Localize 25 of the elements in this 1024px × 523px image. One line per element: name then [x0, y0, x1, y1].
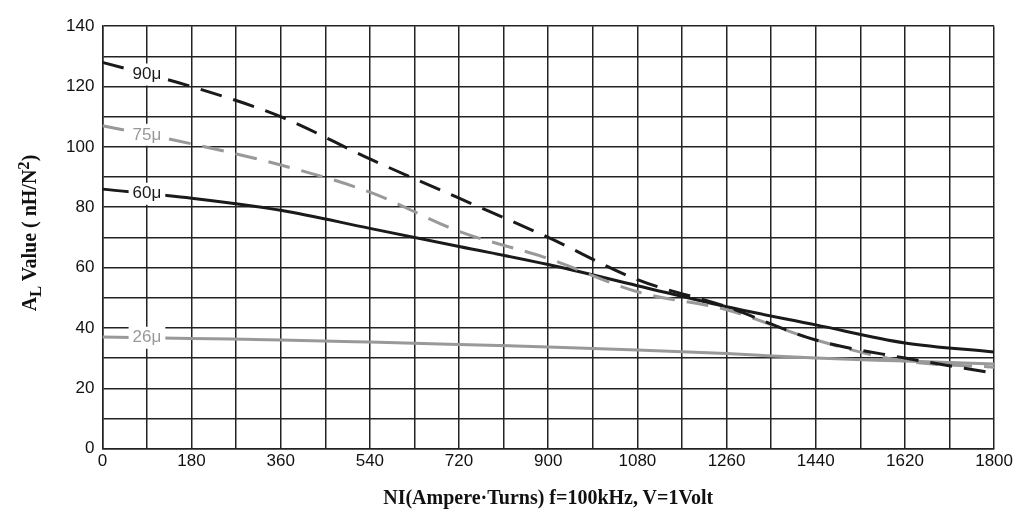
y-tick-label: 80 [75, 196, 95, 216]
x-tick-label: 1800 [975, 451, 1013, 471]
x-tick-label: 0 [97, 451, 108, 471]
x-axis-title: NI(Ampere·Turns) f=100kHz, V=1Volt [383, 486, 714, 510]
line-series [102, 124, 995, 369]
series-label: 60μ [132, 183, 162, 203]
y-tick-label: 100 [65, 136, 95, 156]
x-tick-label: 720 [444, 451, 474, 471]
series-label: 75μ [132, 124, 162, 144]
x-tick-label: 1080 [618, 451, 657, 471]
y-tick-label: 20 [75, 377, 95, 397]
x-tick-label: 1620 [886, 451, 924, 471]
x-tick-label: 900 [534, 451, 563, 471]
series-label: 26μ [132, 327, 162, 347]
x-tick-label: 360 [266, 451, 295, 471]
y-tick-label: 140 [65, 15, 95, 35]
y-tick-label: 40 [75, 317, 95, 337]
y-tick-label: 0 [84, 438, 95, 458]
x-tick-label: 1440 [796, 451, 835, 471]
x-tick-label: 1260 [707, 451, 746, 471]
x-tick-label: 180 [177, 451, 206, 471]
x-tick-label: 540 [355, 451, 385, 471]
y-tick-label: 60 [75, 257, 95, 277]
y-tick-label: 120 [65, 76, 95, 96]
series-label: 90μ [132, 64, 162, 84]
